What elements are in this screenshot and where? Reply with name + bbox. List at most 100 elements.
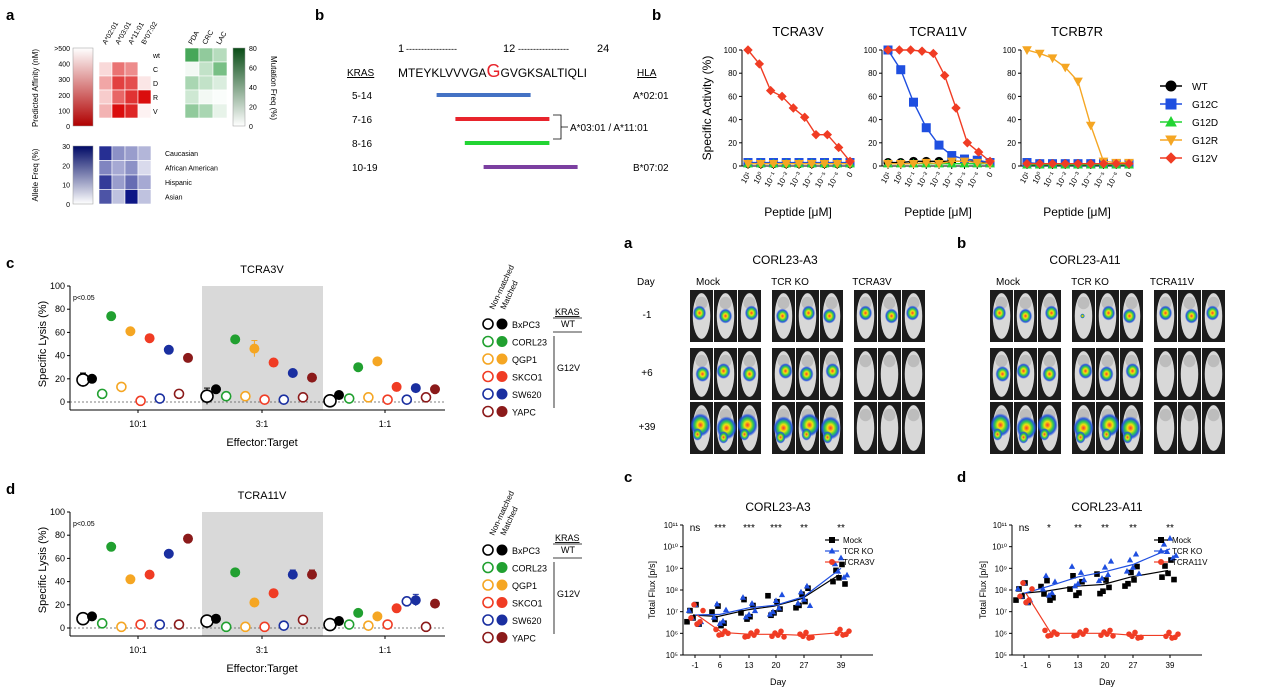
x-tick-label: 10⁻²	[915, 170, 931, 188]
panel-letter: a	[6, 7, 15, 24]
data-point	[173, 388, 185, 400]
mouse-head	[1125, 296, 1138, 310]
bioluminescence-signal	[1075, 431, 1086, 444]
seq-dashes: -----------------	[518, 44, 569, 54]
allele-colorbar	[72, 145, 94, 205]
population-row-label: Caucasian	[165, 151, 198, 158]
mouse-head	[777, 296, 790, 310]
x-tick-label: -1	[1020, 661, 1028, 670]
lysis-chart-tcra3v: c TCRA3V 0 20 40 60 80 100 p<0.05 Specific Lysis…	[6, 255, 445, 449]
data-point	[353, 607, 364, 618]
flux-chart-a3: c CORL23-A3 10⁵ 10⁶ 10⁷ 10⁸ 10⁹ 10¹⁰ 10¹¹ Total …	[624, 469, 875, 687]
data-point	[822, 129, 833, 140]
y-tick-label: 80	[868, 69, 877, 78]
data-point	[751, 632, 757, 638]
mutfreq-cell	[184, 75, 200, 91]
data-point	[135, 619, 146, 630]
data-point	[334, 390, 344, 401]
data-point	[287, 569, 298, 580]
data-point	[1158, 537, 1164, 543]
allele-tick: 10	[62, 183, 70, 190]
y-tick-label: 0	[733, 162, 738, 171]
data-point	[496, 597, 508, 608]
mutfreq-tick: 80	[249, 46, 257, 53]
data-point	[951, 103, 961, 113]
significance-label: **	[1101, 523, 1109, 534]
data-point	[799, 112, 810, 122]
data-point	[832, 159, 843, 169]
data-point	[343, 393, 355, 404]
data-point	[1101, 563, 1109, 570]
data-point	[1044, 577, 1050, 584]
x-tick-label: 10⁻¹	[763, 170, 779, 188]
data-point	[806, 602, 814, 608]
allele-cell	[111, 145, 126, 161]
affinity-cell	[111, 89, 126, 105]
mutfreq-cell	[212, 61, 228, 77]
mouse-head	[1159, 354, 1172, 368]
mouse-head	[1159, 296, 1172, 310]
data-point	[496, 318, 508, 330]
y-tick-label: 10⁹	[995, 564, 1007, 573]
data-point	[1104, 571, 1112, 577]
x-tick-label: 10⁻⁶	[966, 171, 982, 190]
data-point	[496, 371, 508, 382]
data-point	[725, 630, 731, 637]
legend-label: TCR KO	[843, 547, 873, 556]
data-point	[125, 326, 136, 337]
panel-letter: b	[652, 7, 661, 24]
data-point	[259, 621, 270, 633]
data-point	[1067, 586, 1073, 592]
data-point	[496, 353, 508, 365]
x-tick-label: 13	[1074, 661, 1083, 670]
data-point	[482, 631, 494, 644]
y-tick-label: 80	[55, 530, 65, 540]
data-point	[685, 607, 693, 613]
bioluminescence-signal	[905, 305, 920, 321]
x-tick-label: 6	[718, 661, 723, 670]
data-point	[1107, 557, 1115, 564]
bioluminescence-signal	[739, 428, 750, 441]
data-point	[420, 392, 432, 403]
data-point	[200, 389, 214, 404]
data-point	[1080, 576, 1088, 583]
bioluminescence-signal	[1018, 431, 1029, 444]
data-point	[420, 621, 432, 633]
data-point	[778, 628, 784, 635]
legend-label: QGP1	[512, 355, 537, 365]
data-point	[972, 158, 983, 168]
data-point	[778, 591, 786, 598]
data-point	[834, 567, 842, 574]
data-point	[934, 140, 944, 150]
data-point	[1172, 552, 1180, 558]
bioluminescence-signal	[716, 363, 731, 379]
x-tick-label: 20	[1101, 661, 1110, 670]
data-point	[297, 392, 309, 403]
affinity-cell	[124, 103, 139, 119]
data-point	[1080, 631, 1086, 637]
allele-cell	[137, 189, 152, 205]
data-point	[1134, 563, 1140, 570]
mouse-head	[1159, 408, 1172, 422]
data-point	[1068, 563, 1076, 569]
mutfreq-cell	[212, 75, 228, 91]
chart-title: TCRA11V	[238, 490, 287, 502]
data-point	[794, 599, 802, 606]
data-point	[482, 614, 494, 626]
affinity-cell	[98, 47, 113, 63]
x-axis-label: Effector:Target	[226, 663, 297, 675]
data-point	[939, 70, 950, 81]
data-point	[391, 381, 402, 392]
panel-letter: c	[624, 469, 632, 486]
shaded-group	[202, 286, 323, 410]
data-point	[1060, 63, 1071, 73]
data-point	[116, 621, 127, 633]
data-point	[482, 544, 494, 556]
specific-activity-panel: b Specific Activity (%) TCRA3V 0 20 40 60 80 10…	[652, 7, 1218, 219]
data-point	[1100, 588, 1106, 594]
data-point	[353, 362, 364, 373]
data-point	[87, 373, 97, 384]
population-row-label: African American	[165, 166, 218, 173]
mutfreq-cell	[184, 89, 200, 105]
